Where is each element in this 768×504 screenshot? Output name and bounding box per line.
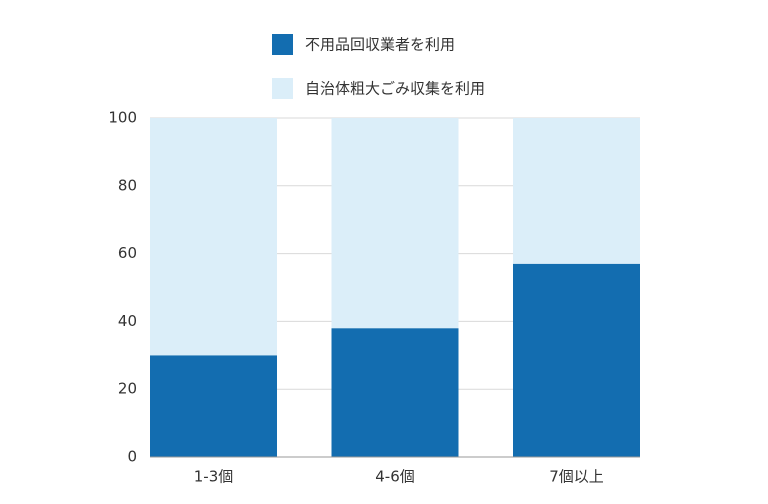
- bar-segment: [150, 355, 277, 457]
- bar-segment: [331, 118, 459, 329]
- x-tick-label: 7個以上: [549, 468, 604, 486]
- legend-label: 不用品回収業者を利用: [305, 36, 455, 54]
- y-tick-label: 80: [118, 176, 137, 194]
- y-tick-label: 40: [118, 312, 137, 330]
- legend-swatch: [272, 34, 293, 55]
- y-tick-label: 60: [118, 244, 137, 262]
- bar-segment: [150, 118, 277, 356]
- legend-label: 自治体粗大ごみ収集を利用: [305, 80, 485, 98]
- bar-segment: [331, 328, 459, 457]
- bar-segment: [513, 118, 640, 264]
- legend-swatch: [272, 78, 293, 99]
- y-tick-label: 100: [108, 109, 137, 127]
- y-tick-label: 0: [127, 448, 137, 466]
- x-tick-label: 4-6個: [375, 468, 415, 486]
- bar-segment: [513, 263, 640, 457]
- x-tick-label: 1-3個: [194, 468, 234, 486]
- y-tick-label: 20: [118, 380, 137, 398]
